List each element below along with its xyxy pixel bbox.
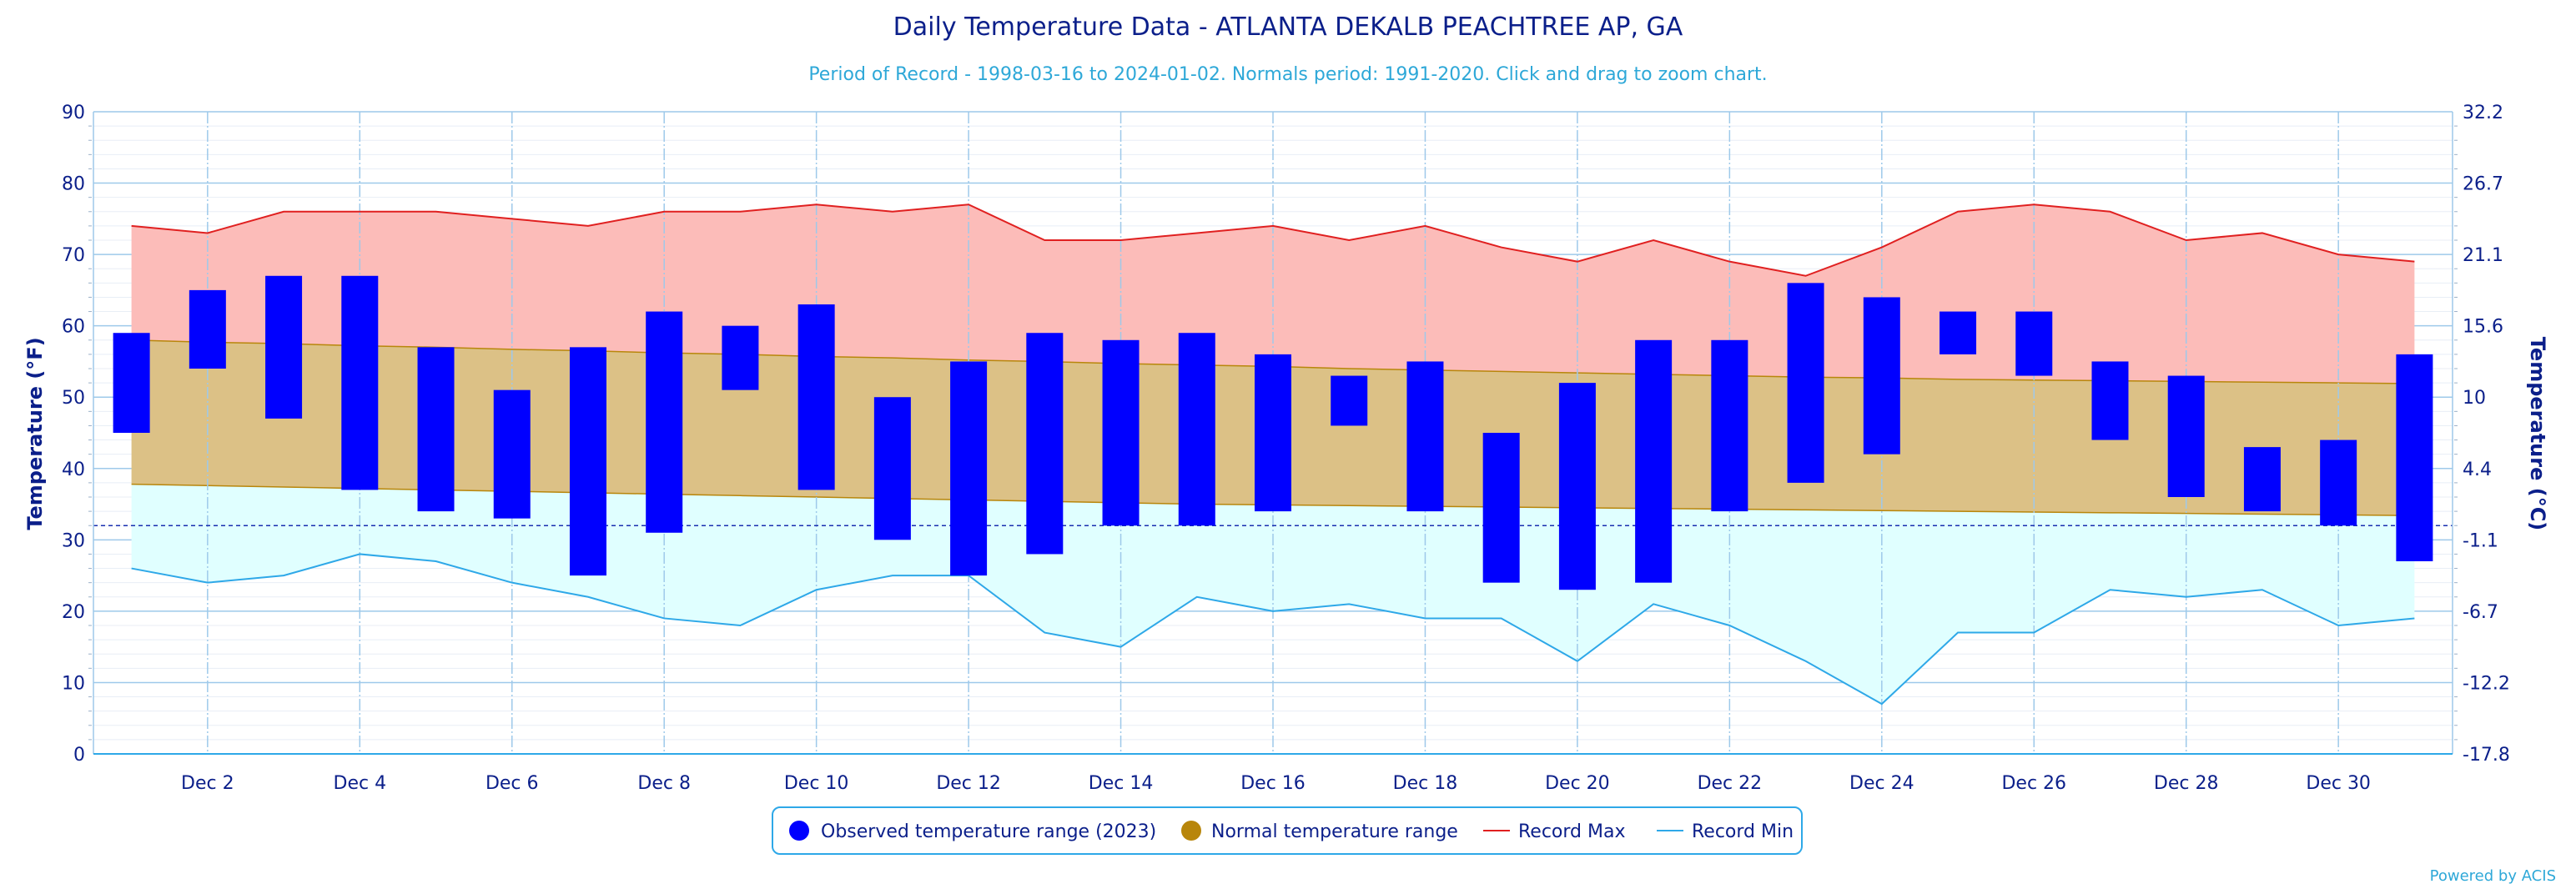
- observed-bar-dec-29[interactable]: [2243, 447, 2281, 512]
- y-tick-label-right: -6.7: [2463, 602, 2498, 623]
- observed-bar-dec-1[interactable]: [113, 333, 150, 433]
- observed-bar-dec-12[interactable]: [950, 361, 988, 576]
- x-tick-label: Dec 12: [936, 773, 1001, 794]
- observed-bar-dec-27[interactable]: [2091, 361, 2129, 440]
- observed-bar-dec-24[interactable]: [1863, 297, 1900, 455]
- observed-bar-dec-25[interactable]: [1940, 311, 1977, 354]
- observed-bar-dec-4[interactable]: [341, 275, 379, 490]
- y-tick-label-right: -12.2: [2463, 673, 2510, 694]
- y-tick-label-right: -17.8: [2463, 745, 2510, 766]
- observed-bar-dec-28[interactable]: [2167, 375, 2205, 497]
- legend-item-normal[interactable]: Normal temperature range: [1181, 821, 1458, 842]
- legend-observed-label: Observed temperature range (2023): [821, 821, 1156, 842]
- observed-bar-dec-13[interactable]: [1026, 333, 1064, 555]
- observed-bar-dec-8[interactable]: [646, 311, 683, 533]
- observed-bar-dec-15[interactable]: [1178, 333, 1215, 526]
- y-tick-label-right: 4.4: [2463, 460, 2492, 480]
- y-tick-label-left: 0: [73, 745, 85, 766]
- x-tick-label: Dec 20: [1545, 773, 1610, 794]
- x-tick-label: Dec 8: [637, 773, 691, 794]
- observed-bar-dec-2[interactable]: [189, 289, 226, 369]
- legend-record-max-label: Record Max: [1518, 821, 1626, 842]
- legend-item-record-max[interactable]: Record Max: [1483, 821, 1626, 842]
- observed-bar-dec-17[interactable]: [1331, 375, 1368, 426]
- y-tick-label-left: 20: [62, 602, 85, 623]
- x-tick-label: Dec 2: [181, 773, 234, 794]
- observed-bar-dec-6[interactable]: [493, 389, 531, 519]
- x-tick-label: Dec 4: [334, 773, 387, 794]
- observed-bar-dec-11[interactable]: [873, 397, 911, 540]
- x-tick-label: Dec 10: [784, 773, 849, 794]
- observed-bar-dec-22[interactable]: [1711, 339, 1748, 512]
- y-tick-label-right: 21.1: [2463, 245, 2503, 266]
- x-tick-label: Dec 30: [2306, 773, 2371, 794]
- y-tick-label-right: 15.6: [2463, 317, 2503, 338]
- observed-bar-dec-5[interactable]: [417, 347, 455, 512]
- observed-bar-dec-26[interactable]: [2015, 311, 2053, 376]
- record-max-line: [131, 203, 2415, 277]
- legend-normal-label: Normal temperature range: [1211, 821, 1458, 842]
- x-tick-label: Dec 26: [2001, 773, 2066, 794]
- x-tick-label: Dec 16: [1240, 773, 1306, 794]
- observed-bar-dec-7[interactable]: [569, 347, 606, 576]
- observed-bar-dec-16[interactable]: [1255, 354, 1291, 512]
- y-tick-label-left: 40: [62, 460, 85, 480]
- legend-item-observed[interactable]: Observed temperature range (2023): [789, 821, 1156, 842]
- x-tick-label: Dec 14: [1089, 773, 1154, 794]
- observed-bar-dec-14[interactable]: [1102, 339, 1140, 526]
- observed-bar-dec-19[interactable]: [1482, 433, 1520, 583]
- y-tick-label-left: 70: [62, 245, 85, 266]
- legend[interactable]: Observed temperature range (2023) Normal…: [772, 806, 1803, 855]
- y-tick-label-right: 26.7: [2463, 174, 2503, 195]
- observed-bar-dec-31[interactable]: [2396, 354, 2433, 561]
- observed-bar-dec-18[interactable]: [1406, 361, 1444, 512]
- record-min-line: [131, 553, 2415, 706]
- y-tick-label-left: 30: [62, 530, 85, 551]
- x-tick-label: Dec 22: [1698, 773, 1763, 794]
- record-max-band: [131, 204, 2415, 384]
- chart-title: Daily Temperature Data - ATLANTA DEKALB …: [893, 13, 1683, 42]
- y-axis-title-right: Temperature (°C): [2526, 337, 2549, 531]
- y-tick-label-right: -1.1: [2463, 530, 2498, 551]
- observed-bar-dec-9[interactable]: [722, 325, 759, 390]
- plot-area[interactable]: 0 10 20 30 40 50 60 70 80 90 -17.8 -12.2 -6.7 -1.1 4.4…: [62, 103, 2510, 794]
- observed-bar-dec-10[interactable]: [797, 304, 835, 490]
- y-tick-label-left: 50: [62, 388, 85, 409]
- y-axis-title-left: Temperature (°F): [23, 337, 47, 530]
- observed-bar-dec-20[interactable]: [1558, 383, 1596, 590]
- x-tick-label: Dec 6: [486, 773, 539, 794]
- y-tick-label-left: 10: [62, 673, 85, 694]
- chart-subtitle: Period of Record - 1998-03-16 to 2024-01…: [808, 64, 1767, 85]
- y-tick-label-left: 80: [62, 174, 85, 195]
- y-tick-label-right: 32.2: [2463, 103, 2503, 123]
- x-tick-label: Dec 18: [1393, 773, 1458, 794]
- y-tick-label-right: 10: [2463, 388, 2486, 409]
- x-tick-label: Dec 28: [2154, 773, 2219, 794]
- legend-item-record-min[interactable]: Record Min: [1657, 821, 1794, 842]
- legend-normal-marker: [1181, 821, 1201, 841]
- legend-box: [772, 806, 1803, 855]
- y-tick-label-left: 90: [62, 103, 85, 123]
- legend-observed-marker: [789, 821, 809, 841]
- powered-by-credit[interactable]: Powered by ACIS: [2430, 867, 2556, 885]
- observed-bar-dec-30[interactable]: [2320, 439, 2357, 526]
- observed-bar-dec-23[interactable]: [1787, 283, 1824, 483]
- observed-bar-dec-21[interactable]: [1635, 339, 1673, 583]
- x-tick-label: Dec 24: [1849, 773, 1914, 794]
- y-tick-label-left: 60: [62, 317, 85, 338]
- legend-record-min-label: Record Min: [1692, 821, 1794, 842]
- observed-bar-dec-3[interactable]: [265, 275, 303, 419]
